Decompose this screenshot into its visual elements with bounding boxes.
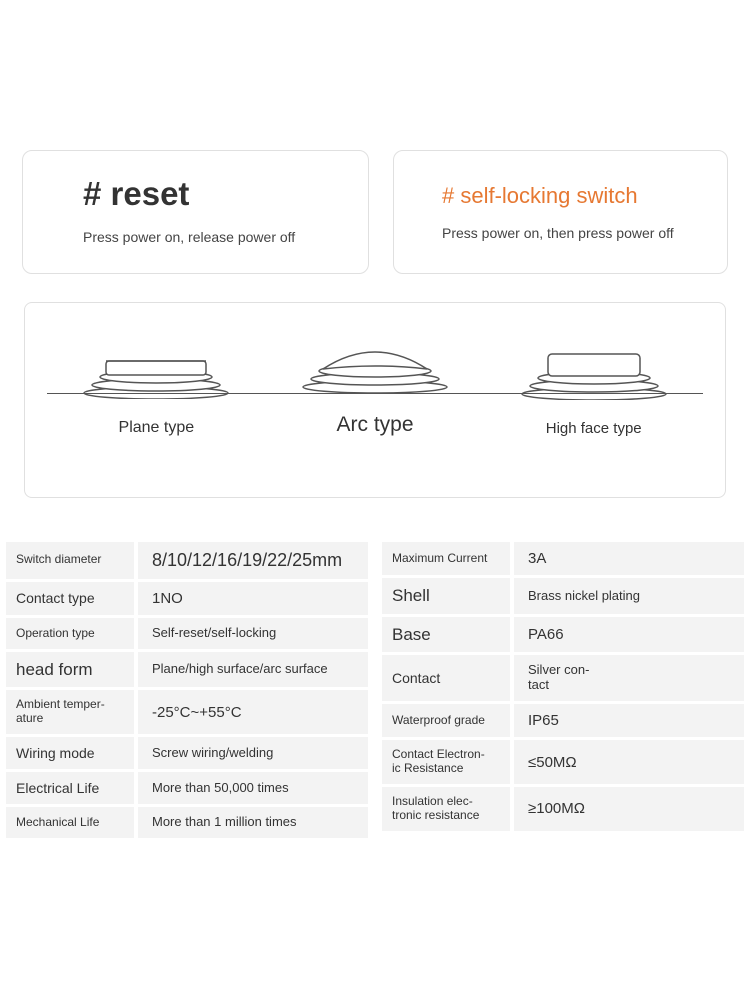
spec-label: Insulation elec- tronic resistance xyxy=(382,787,510,831)
spec-label: Ambient temper- ature xyxy=(6,690,134,734)
spec-value: More than 50,000 times xyxy=(138,772,368,804)
spec-row: Maximum Current3A xyxy=(382,542,744,575)
switch-mode-cards: # reset Press power on, release power of… xyxy=(0,0,750,274)
type-high: High face type xyxy=(484,346,703,437)
spec-label: Shell xyxy=(382,578,510,614)
type-plane: Plane type xyxy=(47,345,266,437)
spec-label: Maximum Current xyxy=(382,542,510,575)
specs-right-col: Maximum Current3AShellBrass nickel plati… xyxy=(382,542,744,841)
spec-label: Operation type xyxy=(6,618,134,649)
spec-value: More than 1 million times xyxy=(138,807,368,838)
selflock-title: # self-locking switch xyxy=(442,183,707,209)
spec-label: Contact xyxy=(382,655,510,701)
spec-row: Insulation elec- tronic resistance≥100MΩ xyxy=(382,787,744,831)
reset-card: # reset Press power on, release power of… xyxy=(22,150,369,274)
spec-value: Self-reset/self-locking xyxy=(138,618,368,649)
selflock-card: # self-locking switch Press power on, th… xyxy=(393,150,728,274)
spec-label: head form xyxy=(6,652,134,688)
spec-value: Brass nickel plating xyxy=(514,578,744,614)
spec-value: IP65 xyxy=(514,704,744,737)
arc-type-label: Arc type xyxy=(336,413,413,437)
specs-table: Switch diameter8/10/12/16/19/22/25mmCont… xyxy=(0,498,750,841)
plane-type-icon xyxy=(76,345,236,399)
spec-row: Operation typeSelf-reset/self-locking xyxy=(6,618,368,649)
spec-label: Mechanical Life xyxy=(6,807,134,838)
spec-row: Electrical LifeMore than 50,000 times xyxy=(6,772,368,804)
specs-left-col: Switch diameter8/10/12/16/19/22/25mmCont… xyxy=(6,542,368,841)
spec-label: Waterproof grade xyxy=(382,704,510,737)
spec-label: Wiring mode xyxy=(6,737,134,769)
spec-value: Plane/high surface/arc surface xyxy=(138,652,368,688)
spec-row: Mechanical LifeMore than 1 million times xyxy=(6,807,368,838)
spec-row: Wiring modeScrew wiring/welding xyxy=(6,737,368,769)
spec-row: Ambient temper- ature-25°C~+55°C xyxy=(6,690,368,734)
arc-type-icon xyxy=(295,339,455,393)
reset-desc: Press power on, release power off xyxy=(83,229,348,245)
high-type-label: High face type xyxy=(546,420,642,437)
spec-label: Base xyxy=(382,617,510,653)
spec-value: ≥100MΩ xyxy=(514,787,744,831)
reset-title: # reset xyxy=(83,175,348,213)
spec-label: Switch diameter xyxy=(6,542,134,579)
spec-row: head formPlane/high surface/arc surface xyxy=(6,652,368,688)
spec-row: Waterproof gradeIP65 xyxy=(382,704,744,737)
spec-row: Switch diameter8/10/12/16/19/22/25mm xyxy=(6,542,368,579)
spec-label: Contact type xyxy=(6,582,134,615)
spec-row: ContactSilver con- tact xyxy=(382,655,744,701)
spec-value: 8/10/12/16/19/22/25mm xyxy=(138,542,368,579)
selflock-desc: Press power on, then press power off xyxy=(442,225,707,241)
types-baseline xyxy=(47,393,703,394)
spec-label: Contact Electron- ic Resistance xyxy=(382,740,510,784)
spec-value: Silver con- tact xyxy=(514,655,744,701)
spec-row: ShellBrass nickel plating xyxy=(382,578,744,614)
spec-value: PA66 xyxy=(514,617,744,653)
spec-value: Screw wiring/welding xyxy=(138,737,368,769)
spec-value: 3A xyxy=(514,542,744,575)
plane-type-label: Plane type xyxy=(119,419,195,437)
head-types-row: Plane type Arc type High face ty xyxy=(47,339,703,437)
type-arc: Arc type xyxy=(266,339,485,437)
spec-value: -25°C~+55°C xyxy=(138,690,368,734)
spec-row: Contact type1NO xyxy=(6,582,368,615)
spec-label: Electrical Life xyxy=(6,772,134,804)
head-types-box: Plane type Arc type High face ty xyxy=(24,302,726,498)
spec-row: Contact Electron- ic Resistance≤50MΩ xyxy=(382,740,744,784)
spec-value: ≤50MΩ xyxy=(514,740,744,784)
high-type-icon xyxy=(514,346,674,400)
spec-value: 1NO xyxy=(138,582,368,615)
spec-row: BasePA66 xyxy=(382,617,744,653)
